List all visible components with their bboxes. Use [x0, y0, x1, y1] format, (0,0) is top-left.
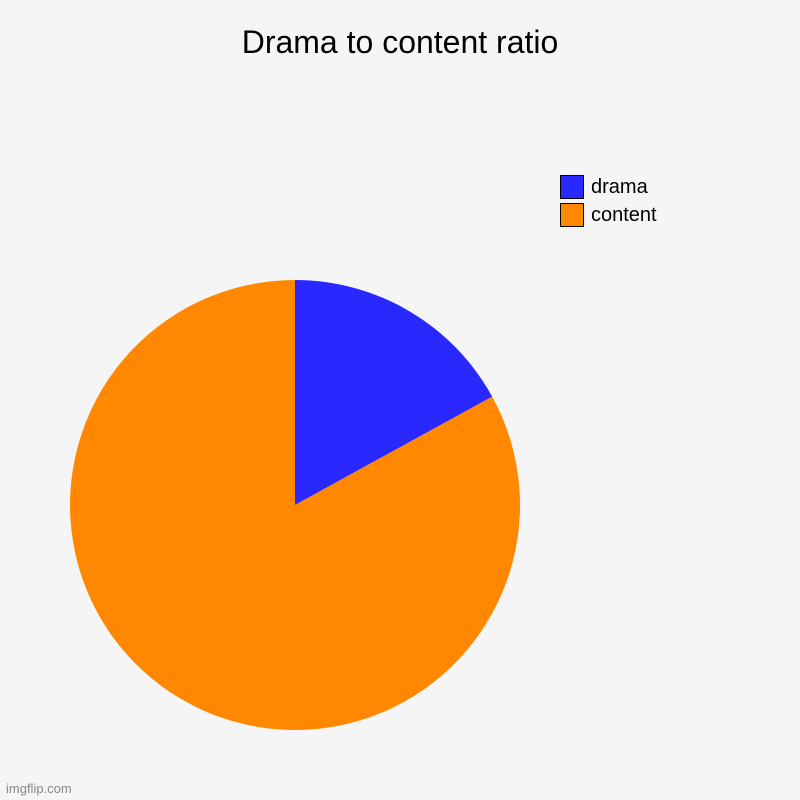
legend-label: drama — [591, 176, 648, 199]
legend-item: drama — [560, 175, 657, 199]
legend-label: content — [591, 204, 657, 227]
legend-swatch-drama — [560, 175, 584, 199]
legend: drama content — [560, 175, 657, 231]
legend-swatch-content — [560, 203, 584, 227]
chart-title: Drama to content ratio — [0, 0, 800, 61]
watermark: imgflip.com — [6, 781, 72, 796]
legend-item: content — [560, 203, 657, 227]
pie-chart — [70, 280, 520, 730]
